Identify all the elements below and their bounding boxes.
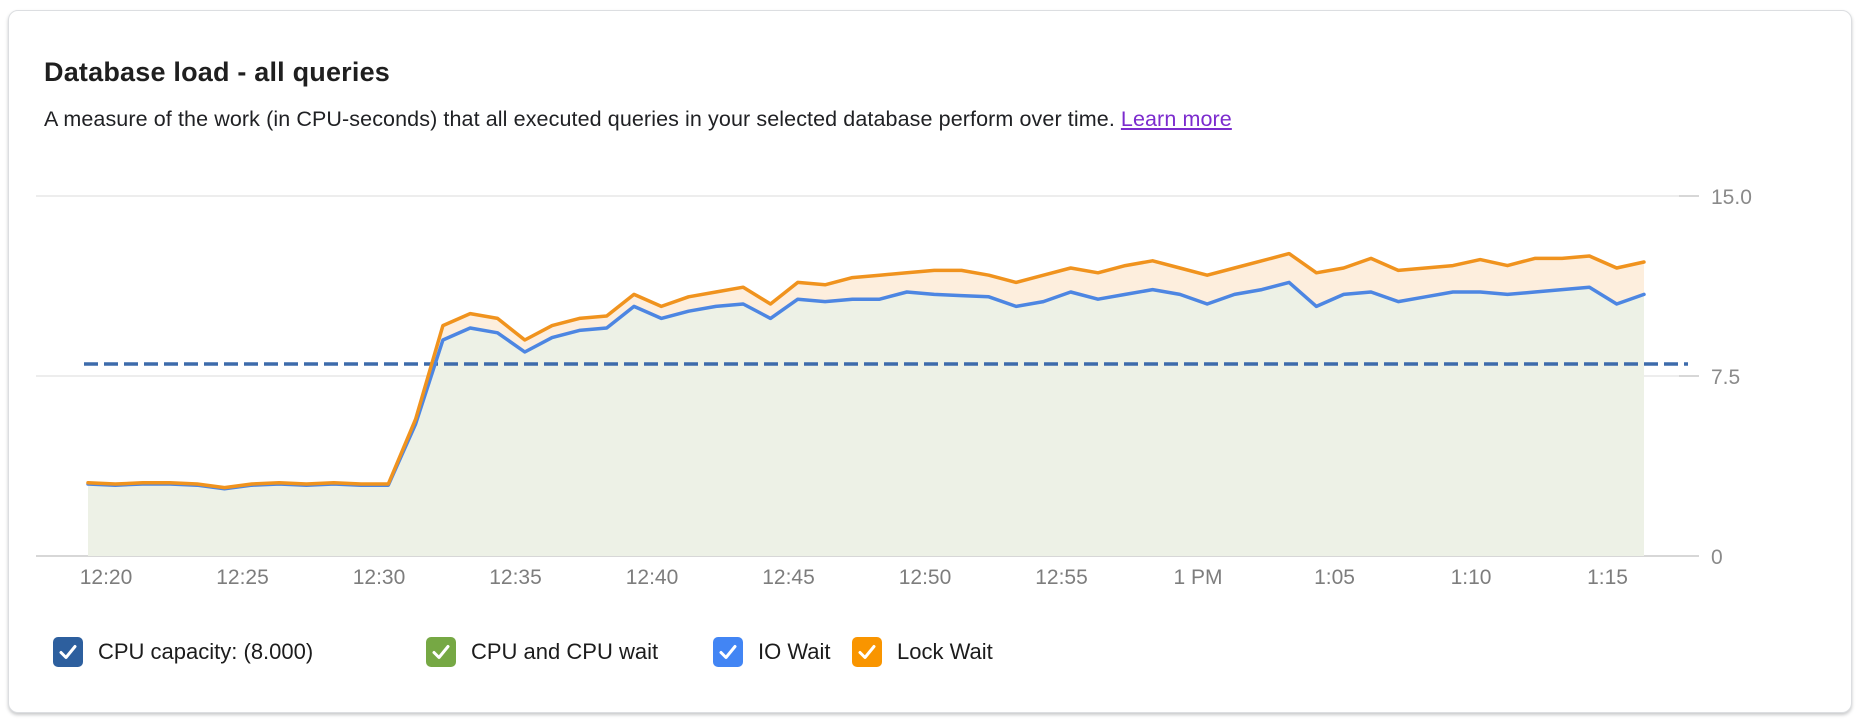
x-axis-label: 12:20 bbox=[80, 566, 133, 589]
io-wait-checkbox[interactable] bbox=[713, 637, 743, 667]
check-icon bbox=[719, 645, 737, 659]
y-axis-label: 7.5 bbox=[1711, 366, 1740, 389]
legend-label: IO Wait bbox=[758, 639, 831, 664]
lock-wait-checkbox[interactable] bbox=[852, 637, 882, 667]
chart-description-text: A measure of the work (in CPU-seconds) t… bbox=[44, 107, 1115, 131]
legend-item-lock-wait[interactable]: Lock Wait bbox=[852, 637, 993, 667]
legend-label: Lock Wait bbox=[897, 639, 993, 664]
legend-item-io-wait[interactable]: IO Wait bbox=[713, 637, 831, 667]
x-axis-label: 1:15 bbox=[1587, 566, 1628, 589]
database-load-chart[interactable]: 15.0 7.5 0 12:20 12:25 12:30 12:35 12:40 12:45 12… bbox=[36, 156, 1826, 611]
x-axis-label: 1 PM bbox=[1173, 566, 1222, 589]
x-axis-label: 12:25 bbox=[216, 566, 269, 589]
chart-legend: CPU capacity: (8.000) CPU and CPU wait I… bbox=[9, 637, 1851, 671]
x-axis-label: 12:40 bbox=[626, 566, 679, 589]
legend-label: CPU and CPU wait bbox=[471, 639, 659, 664]
check-icon bbox=[858, 645, 876, 659]
x-axis-label: 12:35 bbox=[489, 566, 542, 589]
y-axis-label: 15.0 bbox=[1711, 186, 1752, 209]
y-axis-label: 0 bbox=[1711, 546, 1723, 569]
chart-area: 15.0 7.5 0 12:20 12:25 12:30 12:35 12:40 12:45 12… bbox=[36, 156, 1826, 611]
x-axis-label: 12:30 bbox=[353, 566, 406, 589]
check-icon bbox=[59, 645, 77, 659]
x-axis-label: 1:10 bbox=[1451, 566, 1492, 589]
lock-wait-line bbox=[86, 251, 1646, 490]
legend-item-cpu-and-cpu-wait[interactable]: CPU and CPU wait bbox=[426, 637, 658, 667]
x-axis-label: 1:05 bbox=[1314, 566, 1355, 589]
chart-description: A measure of the work (in CPU-seconds) t… bbox=[44, 107, 1232, 132]
cpu-capacity-checkbox[interactable] bbox=[53, 637, 83, 667]
learn-more-link[interactable]: Learn more bbox=[1120, 107, 1232, 131]
cpu-and-cpu-wait-area bbox=[88, 282, 1644, 556]
x-axis-label: 12:55 bbox=[1035, 566, 1088, 589]
x-axis-label: 12:45 bbox=[762, 566, 815, 589]
cpu-and-cpu-wait-checkbox[interactable] bbox=[426, 637, 456, 667]
legend-label: CPU capacity: (8.000) bbox=[98, 639, 314, 664]
lock-wait-band bbox=[88, 253, 1644, 489]
page-title: Database load - all queries bbox=[44, 57, 391, 87]
x-axis-label: 12:50 bbox=[899, 566, 952, 589]
database-load-card: Database load - all queries A measure of… bbox=[8, 10, 1852, 713]
check-icon bbox=[432, 645, 450, 659]
legend-item-cpu-capacity[interactable]: CPU capacity: (8.000) bbox=[53, 637, 313, 667]
